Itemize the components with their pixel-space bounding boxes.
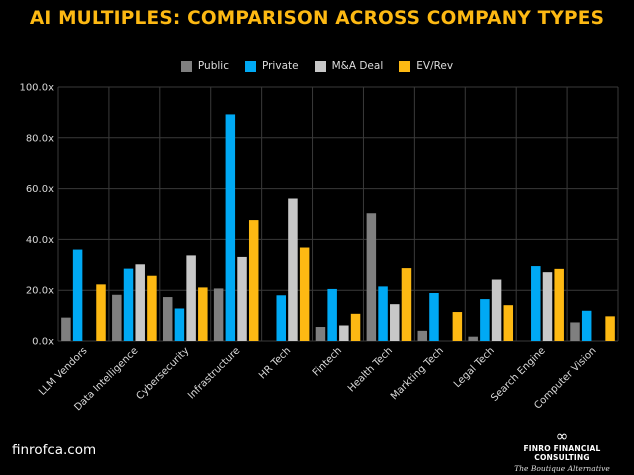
x-tick-label: HR Tech [257, 345, 293, 381]
bar-private [123, 268, 134, 341]
chart-legend: Public Private M&A Deal EV/Rev [0, 60, 634, 72]
website-text: finrofca.com [12, 442, 97, 458]
bar-ev-rev [248, 220, 259, 341]
bar-public [213, 288, 224, 341]
bar-private [276, 295, 286, 341]
legend-label: EV/Rev [416, 60, 454, 72]
bar-private [429, 292, 439, 341]
bar-ev-rev [147, 275, 157, 341]
legend-label: M&A Deal [331, 60, 384, 72]
bar-ev-rev [605, 316, 615, 341]
bar-private [174, 308, 185, 341]
bar-ev-rev [554, 268, 564, 341]
brand-tagline: The Boutique Alternative [514, 464, 610, 473]
bar-chart: 0.0x 20.0x 40.0x 60.0x 80.0x 100.0x LLM Vendor… [19, 83, 619, 413]
legend-swatch [314, 60, 326, 72]
bar-public [315, 327, 326, 341]
legend-item-public: Public [180, 60, 229, 72]
bar-private [378, 286, 388, 341]
legend-swatch [180, 60, 192, 72]
legend-swatch [399, 60, 411, 72]
legend-swatch [244, 60, 256, 72]
x-tick-label: LLM Vendors [37, 345, 90, 398]
bar-public [61, 317, 71, 341]
bar-ev-rev [350, 313, 361, 341]
y-tick-label: 60.0x [26, 184, 54, 195]
infinity-icon: ∞ [555, 427, 569, 445]
brand-name: FINRO FINANCIAL CONSULTING [523, 444, 601, 462]
bar-m-a-deal [186, 255, 196, 341]
x-tick-label: Search Engine [489, 345, 548, 404]
y-tick-label: 80.0x [26, 133, 54, 144]
x-tick-label: Cybersecurity [135, 345, 192, 402]
y-tick-label: 0.0x [32, 337, 54, 348]
bar-public [417, 330, 428, 341]
bar-private [327, 288, 337, 341]
x-tick-label: Infrastructure [186, 345, 242, 401]
x-tick-label: Health Tech [346, 345, 395, 394]
bar-public [112, 294, 122, 341]
legend-label: Private [261, 60, 299, 72]
bar-ev-rev [96, 284, 106, 341]
bar-m-a-deal [390, 304, 400, 341]
bar-private [480, 299, 490, 341]
y-tick-label: 40.0x [26, 235, 54, 246]
bar-public [570, 322, 580, 341]
legend-label: Public [197, 60, 229, 72]
bar-private [72, 249, 83, 341]
legend-item-ev-rev: EV/Rev [399, 60, 453, 72]
bar-m-a-deal [135, 264, 145, 341]
chart-title: AI MULTIPLES: COMPARISON ACROSS COMPANY … [29, 8, 605, 29]
bar-m-a-deal [288, 198, 298, 341]
y-tick-label: 20.0x [26, 286, 54, 297]
bar-private [531, 266, 541, 341]
legend-item-private: Private [244, 60, 299, 72]
bar-public [162, 297, 173, 341]
bar-private [581, 310, 592, 341]
bar-private [225, 114, 236, 341]
bar-m-a-deal [491, 279, 502, 341]
brand-block: ∞ FINRO FINANCIAL CONSULTING The Boutiqu… [502, 427, 622, 474]
bar-m-a-deal [237, 256, 247, 341]
x-tick-label: Markting Tech [389, 345, 446, 402]
legend-item-m-a-deal: M&A Deal [314, 60, 384, 72]
bar-m-a-deal [542, 272, 553, 341]
bar-ev-rev [198, 287, 208, 341]
bar-ev-rev [503, 305, 514, 341]
bar-public [468, 336, 478, 341]
bar-ev-rev [401, 268, 412, 341]
bar-ev-rev [452, 312, 463, 341]
bar-ev-rev [299, 247, 310, 341]
y-tick-label: 100.0x [19, 83, 54, 94]
x-tick-label: Legal Tech [452, 345, 497, 390]
bar-m-a-deal [339, 325, 349, 341]
bar-public [366, 213, 377, 341]
x-tick-label: Fintech [311, 345, 344, 378]
